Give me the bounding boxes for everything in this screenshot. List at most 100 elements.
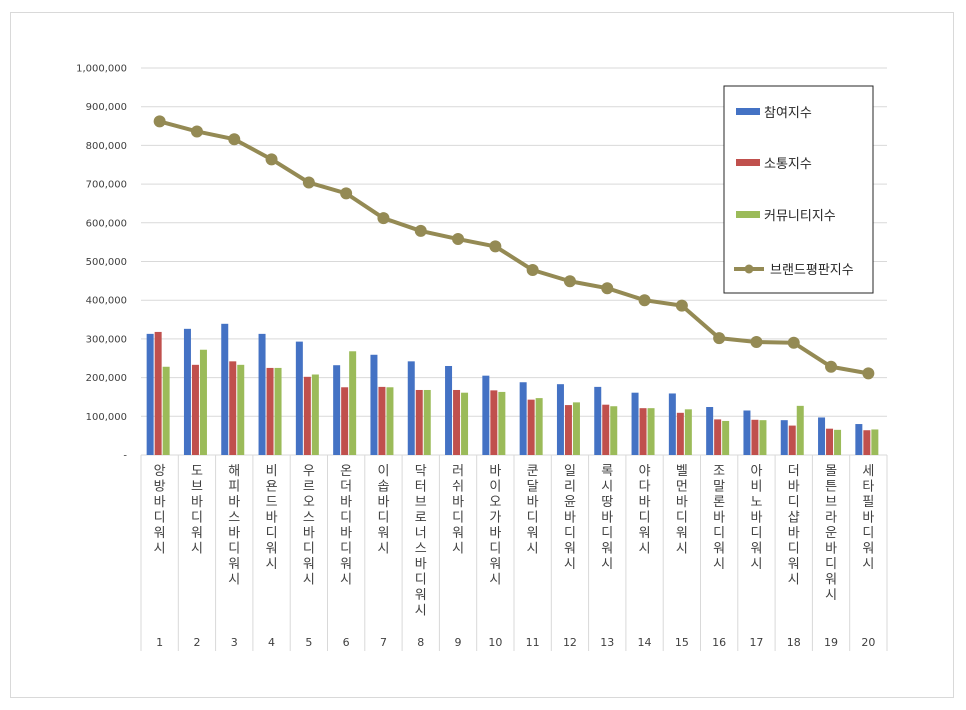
brand-point-19 [825, 360, 838, 373]
brand-point-8 [414, 224, 427, 237]
bar-소통지수-5 [303, 376, 311, 455]
bar-커뮤니티지수-17 [759, 420, 767, 455]
bar-소통지수-16 [714, 419, 722, 455]
brand-point-15 [675, 299, 688, 312]
y-tick-label: 700,000 [86, 180, 127, 191]
bar-소통지수-19 [826, 428, 834, 455]
bar-참여지수-1 [146, 333, 154, 455]
rank-label: 10 [488, 636, 502, 649]
brand-point-5 [302, 176, 315, 189]
rank-label: 5 [305, 636, 312, 649]
brand-point-2 [190, 125, 203, 138]
bar-커뮤니티지수-15 [684, 409, 692, 455]
rank-label: 19 [824, 636, 838, 649]
bar-커뮤니티지수-19 [834, 429, 842, 455]
bar-참여지수-13 [594, 386, 602, 455]
bar-커뮤니티지수-7 [386, 387, 394, 455]
chart-svg: - 100,000 200,000 300,000 400,000 500,000 600,… [76, 64, 888, 651]
bar-참여지수-8 [407, 361, 415, 455]
bar-소통지수-12 [564, 405, 572, 455]
y-tick-label: 300,000 [86, 334, 127, 345]
legend-swatch-소통지수 [736, 159, 760, 166]
brand-point-7 [377, 212, 390, 225]
legend-box [723, 85, 874, 294]
bar-참여지수-3 [221, 323, 229, 455]
brand-point-12 [563, 275, 576, 288]
bar-소통지수-7 [378, 386, 386, 455]
bar-참여지수-17 [743, 410, 751, 455]
bar-소통지수-2 [191, 364, 199, 455]
rank-label: 16 [712, 636, 726, 649]
brand-point-17 [750, 335, 763, 348]
x-axis: 앙 방 바 디 워 시 1 도 브 바 디 워 시 2 해 피 바 스 바 디 워 시 3 비 욘 드 바 디 워 시 4 우 르 오 스 바 디 워 시 5… [140, 455, 888, 651]
bars [146, 323, 879, 455]
rank-label: 9 [455, 636, 462, 649]
bar-참여지수-12 [556, 384, 564, 455]
bar-소통지수-13 [602, 404, 610, 455]
rank-label: 15 [675, 636, 689, 649]
brand-point-10 [489, 240, 502, 253]
y-tick-label: 400,000 [86, 296, 127, 307]
brand-point-9 [452, 233, 465, 246]
legend-marker [744, 264, 754, 274]
bar-소통지수-1 [154, 331, 162, 455]
brand-point-1 [153, 115, 166, 128]
bar-참여지수-14 [631, 392, 639, 455]
bar-커뮤니티지수-12 [572, 402, 580, 455]
bar-참여지수-9 [445, 365, 453, 455]
bar-참여지수-10 [482, 375, 490, 455]
brand-point-13 [601, 282, 614, 295]
bar-커뮤니티지수-11 [535, 398, 543, 455]
rank-label: 20 [861, 636, 875, 649]
bar-참여지수-11 [519, 382, 527, 455]
brand-point-11 [526, 264, 539, 277]
rank-label: 12 [563, 636, 577, 649]
brand-point-14 [638, 294, 651, 307]
y-tick-label: 1,000,000 [76, 64, 127, 75]
y-tick-label: 500,000 [86, 257, 127, 268]
bar-커뮤니티지수-13 [610, 406, 618, 455]
y-tick-label: 600,000 [86, 218, 127, 229]
bar-참여지수-20 [855, 424, 863, 455]
legend-label: 커뮤니티지수 [764, 209, 836, 224]
brand-point-16 [713, 332, 726, 345]
y-tick-label: - [123, 451, 127, 462]
rank-label: 3 [231, 636, 238, 649]
brand-point-3 [228, 133, 241, 146]
bar-소통지수-10 [490, 390, 498, 455]
bar-커뮤니티지수-18 [796, 405, 804, 455]
bar-참여지수-2 [183, 328, 191, 455]
bar-커뮤니티지수-14 [647, 408, 655, 455]
rank-label: 11 [526, 636, 540, 649]
bar-참여지수-18 [780, 420, 788, 455]
bar-소통지수-15 [676, 412, 684, 455]
bar-커뮤니티지수-1 [162, 366, 170, 455]
bar-커뮤니티지수-10 [498, 391, 506, 455]
rank-label: 7 [380, 636, 387, 649]
bar-소통지수-17 [751, 419, 759, 455]
rank-label: 18 [787, 636, 801, 649]
bar-참여지수-5 [295, 341, 303, 455]
bar-소통지수-14 [639, 408, 647, 455]
legend-label: 소통지수 [764, 157, 812, 172]
rank-label: 4 [268, 636, 275, 649]
bar-커뮤니티지수-5 [311, 374, 319, 455]
bar-소통지수-8 [415, 389, 423, 455]
rank-label: 8 [417, 636, 424, 649]
bar-커뮤니티지수-9 [461, 392, 469, 455]
legend-label: 참여지수 [764, 106, 812, 121]
bar-커뮤니티지수-6 [349, 351, 357, 455]
bar-소통지수-20 [863, 430, 871, 455]
